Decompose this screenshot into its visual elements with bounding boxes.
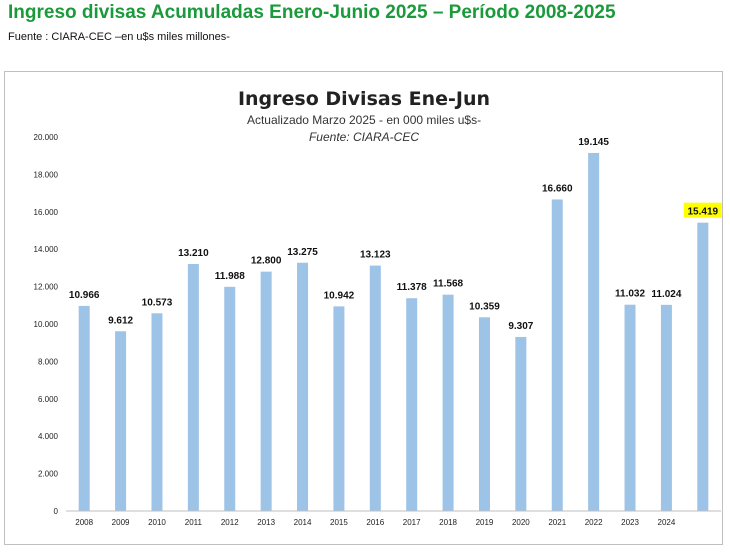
data-label: 9.612: [108, 315, 133, 326]
x-tick-label: 2017: [403, 518, 421, 527]
x-tick-label: 2020: [512, 518, 530, 527]
bar-2009: [115, 331, 127, 511]
data-label: 13.275: [287, 247, 318, 258]
bar-2020: [515, 336, 527, 511]
bar-2017: [406, 298, 418, 511]
bar-2013: [260, 271, 272, 511]
bars-group: 10.966 9.612 10.573 13.210 11.988 12.800 13.27…: [69, 137, 722, 511]
x-tick-label: 2009: [112, 518, 130, 527]
x-tick-label: 2022: [585, 518, 603, 527]
x-tick-label: 2012: [221, 518, 239, 527]
data-label: 15.419: [688, 207, 719, 218]
x-axis: 2008 2009 2010 2011 2012 2013 2014 2015 2016 2017…: [66, 510, 721, 527]
bar-2021: [551, 199, 563, 511]
x-tick-label: 2014: [294, 518, 312, 527]
data-label: 13.123: [360, 250, 391, 261]
y-tick-label: 4.000: [38, 432, 59, 441]
x-tick-label: 2013: [257, 518, 275, 527]
y-tick-label: 20.000: [34, 133, 59, 142]
data-label: 11.568: [433, 279, 463, 290]
data-label: 9.307: [508, 321, 533, 332]
y-tick-label: 8.000: [38, 357, 59, 366]
x-tick-label: 2011: [185, 518, 203, 527]
bar-2023: [624, 304, 636, 511]
chart-subtitle: Actualizado Marzo 2025 - en 000 miles u$…: [247, 113, 481, 127]
y-tick-label: 6.000: [38, 395, 59, 404]
data-label: 10.942: [324, 290, 355, 301]
bar-2012: [224, 286, 236, 511]
x-tick-label: 2021: [548, 518, 566, 527]
data-label: 12.800: [251, 256, 282, 267]
y-axis: 0 2.000 4.000 6.000 8.000 10.000 12.000 14.000 1…: [34, 133, 59, 516]
bar-2015: [333, 306, 345, 511]
y-tick-label: 10.000: [34, 320, 59, 329]
data-label: 16.660: [542, 183, 573, 194]
highlight-box: [683, 202, 722, 218]
y-tick-label: 12.000: [34, 283, 59, 292]
data-label: 10.966: [69, 290, 100, 301]
y-tick-label: 0: [54, 507, 59, 516]
x-tick-label: 2015: [330, 518, 348, 527]
bar-2019: [478, 317, 490, 511]
x-tick-label: 2019: [476, 518, 494, 527]
x-tick-label: 2018: [439, 518, 457, 527]
data-label: 11.024: [651, 289, 681, 300]
bar-2014: [297, 262, 309, 511]
x-tick-label: 2010: [148, 518, 166, 527]
data-label: 10.573: [142, 297, 173, 308]
x-tick-label: 2023: [621, 518, 639, 527]
chart-title: Ingreso Divisas Ene-Jun: [238, 88, 490, 110]
bar-2024: [660, 304, 672, 511]
bar-2011: [187, 263, 199, 511]
y-tick-label: 18.000: [34, 170, 59, 179]
bar-2018: [442, 294, 454, 511]
page-title: Ingreso divisas Acumuladas Enero-Junio 2…: [8, 2, 616, 23]
data-label: 10.359: [469, 301, 500, 312]
y-tick-label: 2.000: [38, 470, 59, 479]
data-label: 11.032: [615, 289, 645, 300]
x-tick-label: 2008: [75, 518, 93, 527]
data-label: 19.145: [578, 137, 609, 148]
data-label: 11.378: [397, 282, 427, 293]
chart-source: Fuente: CIARA-CEC: [309, 130, 419, 144]
bar-2010: [151, 313, 163, 511]
bar-last: [697, 222, 709, 511]
y-tick-label: 16.000: [34, 208, 59, 217]
data-label: 13.210: [178, 248, 209, 259]
y-tick-label: 14.000: [34, 245, 59, 254]
bar-2022: [588, 152, 600, 511]
bar-2016: [369, 265, 381, 511]
source-note: Fuente : CIARA-CEC –en u$s miles millone…: [8, 31, 230, 43]
bar-2008: [78, 305, 90, 511]
x-tick-label: 2024: [658, 518, 676, 527]
data-label: 11.988: [215, 271, 245, 282]
x-tick-label: 2016: [366, 518, 384, 527]
